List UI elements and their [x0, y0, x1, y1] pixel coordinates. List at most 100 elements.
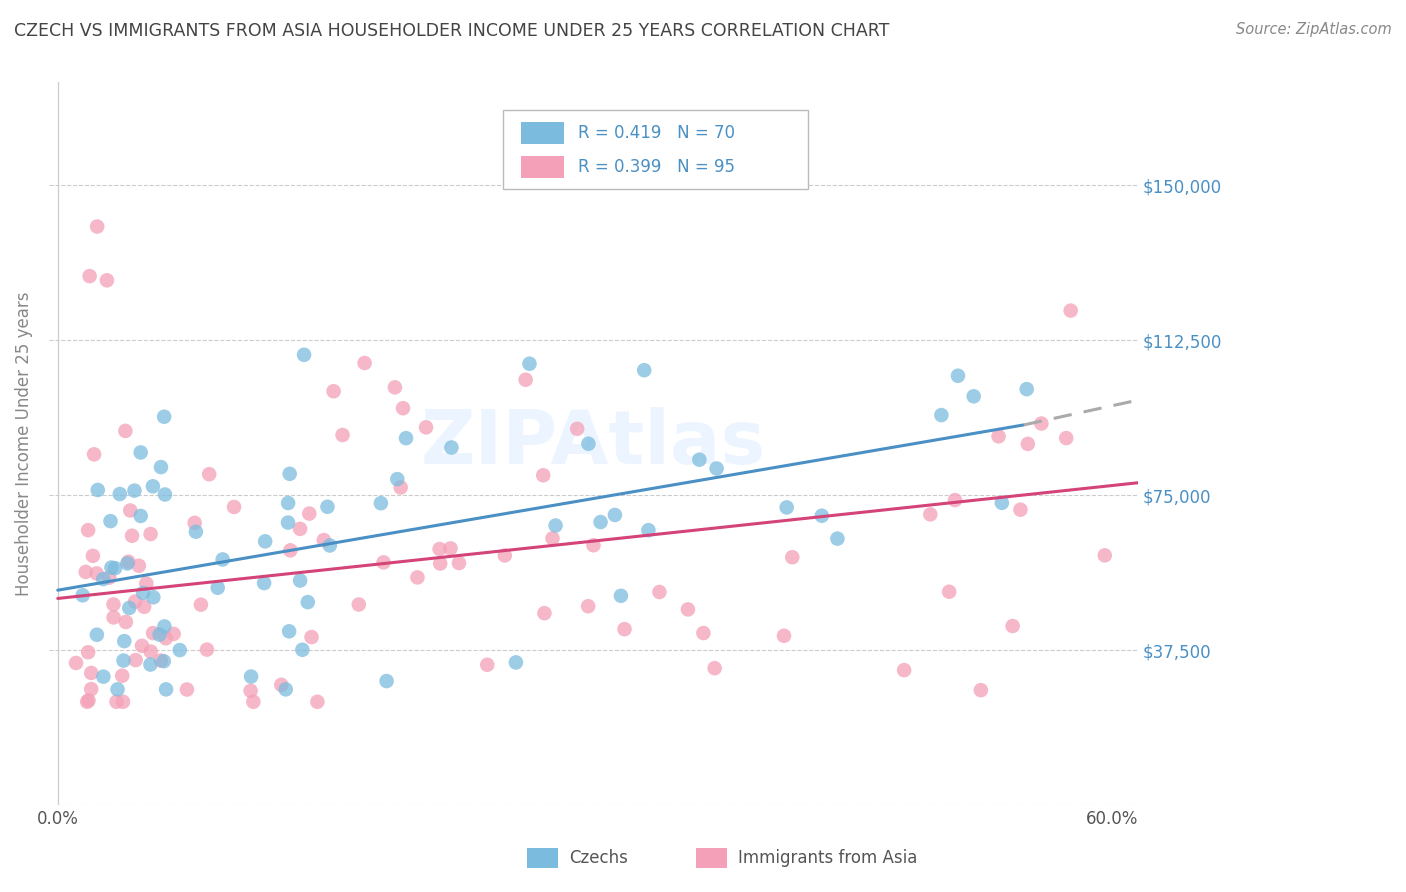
Point [1017, 437, 1039, 451]
Point [648, 585, 671, 599]
Point [603, 508, 626, 522]
Point [938, 584, 960, 599]
Point [576, 599, 599, 614]
Point [169, 643, 191, 657]
Point [292, 348, 315, 362]
Point [567, 422, 589, 436]
Text: Czechs: Czechs [569, 849, 628, 867]
Point [706, 461, 728, 475]
Point [688, 452, 710, 467]
Point [429, 541, 451, 556]
Point [100, 560, 122, 574]
Point [544, 518, 567, 533]
Point [519, 357, 541, 371]
Point [893, 663, 915, 677]
Point [773, 629, 796, 643]
Point [93, 670, 115, 684]
Point [149, 460, 172, 475]
Point [1001, 619, 1024, 633]
Point [415, 420, 437, 434]
Point [613, 622, 636, 636]
Point [312, 533, 335, 547]
Point [384, 380, 406, 394]
Point [142, 591, 165, 605]
Point [637, 523, 659, 537]
Point [79, 269, 101, 284]
Point [439, 541, 461, 556]
Point [970, 683, 993, 698]
Point [155, 682, 177, 697]
Point [139, 527, 162, 541]
Point [86, 219, 108, 234]
Text: Immigrants from Asia: Immigrants from Asia [738, 849, 918, 867]
Point [827, 532, 849, 546]
Point [184, 524, 207, 539]
Point [131, 639, 153, 653]
Point [477, 657, 499, 672]
Point [316, 500, 339, 514]
Point [112, 634, 135, 648]
Point [142, 479, 165, 493]
Point [190, 598, 212, 612]
Point [406, 570, 429, 584]
Point [373, 555, 395, 569]
Point [155, 632, 177, 646]
Point [153, 487, 176, 501]
Point [242, 695, 264, 709]
Point [198, 467, 221, 482]
Point [176, 682, 198, 697]
Point [389, 480, 412, 494]
Point [117, 557, 139, 571]
Point [676, 602, 699, 616]
Point [72, 588, 94, 602]
Point [153, 409, 176, 424]
Point [943, 493, 966, 508]
Point [541, 532, 564, 546]
Point [277, 516, 299, 530]
Point [274, 682, 297, 697]
Point [1010, 502, 1032, 516]
Point [392, 401, 415, 416]
Point [124, 594, 146, 608]
Point [207, 581, 229, 595]
Point [128, 558, 150, 573]
Point [77, 523, 100, 537]
Point [86, 628, 108, 642]
Point [280, 543, 302, 558]
Point [112, 654, 135, 668]
Point [222, 500, 245, 514]
Point [107, 682, 129, 697]
Point [387, 472, 409, 486]
Point [104, 561, 127, 575]
Point [347, 598, 370, 612]
Point [963, 389, 986, 403]
Point [447, 556, 470, 570]
Point [332, 428, 354, 442]
Point [920, 508, 942, 522]
Point [111, 669, 134, 683]
Point [946, 368, 969, 383]
Point [494, 549, 516, 563]
Point [322, 384, 344, 399]
Point [86, 566, 108, 581]
Text: CZECH VS IMMIGRANTS FROM ASIA HOUSEHOLDER INCOME UNDER 25 YEARS CORRELATION CHAR: CZECH VS IMMIGRANTS FROM ASIA HOUSEHOLDE… [14, 22, 890, 40]
Point [1015, 382, 1038, 396]
Point [254, 534, 277, 549]
Point [1094, 549, 1116, 563]
Point [810, 508, 832, 523]
Point [103, 610, 125, 624]
Text: Source: ZipAtlas.com: Source: ZipAtlas.com [1236, 22, 1392, 37]
Point [610, 589, 633, 603]
Point [1054, 431, 1077, 445]
Point [440, 441, 463, 455]
Point [121, 529, 143, 543]
Point [129, 508, 152, 523]
Point [111, 695, 134, 709]
Point [301, 630, 323, 644]
Point [76, 695, 98, 709]
Point [134, 599, 156, 614]
Point [297, 595, 319, 609]
Point [91, 572, 114, 586]
Point [211, 552, 233, 566]
Point [1031, 417, 1053, 431]
